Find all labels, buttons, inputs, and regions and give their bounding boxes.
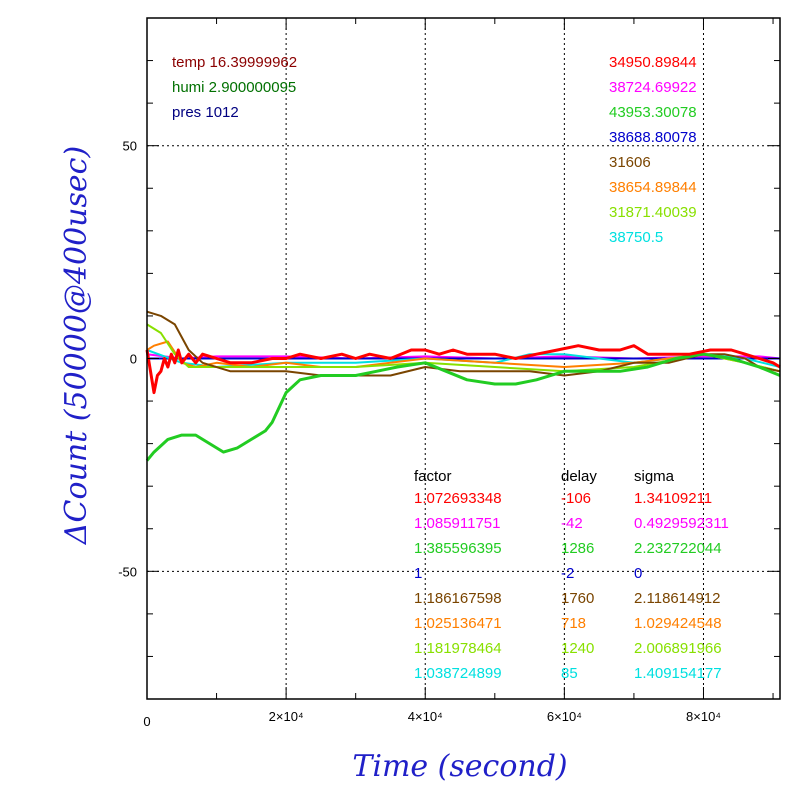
count-annotations: 34950.89844 38724.69922 43953.30078 38688.8…: [609, 54, 697, 246]
table-cell-delay: 1286: [561, 540, 594, 557]
table-cell-factor: 1.186167598: [414, 590, 502, 607]
count-annotation: 38654.89844: [609, 179, 697, 196]
fit-parameter-table: factor delay sigma 1.072693348 -106 1.3410921…: [414, 468, 729, 682]
table-header-delay: delay: [561, 468, 597, 485]
count-annotation: 38750.5: [609, 229, 663, 246]
x-tick-label: 6×10⁴: [547, 709, 582, 724]
table-cell-factor: 1.038724899: [414, 665, 502, 682]
count-annotation: 43953.30078: [609, 104, 697, 121]
axis-ticks: [147, 18, 780, 699]
table-cell-sigma: 1.409154177: [634, 665, 722, 682]
y-tick-labels: 50 0 -50: [118, 139, 137, 580]
table-cell-sigma: 1.34109211: [634, 490, 712, 507]
x-tick-label: 0: [143, 714, 150, 729]
count-annotation: 38724.69922: [609, 79, 697, 96]
env-annotation: pres 1012: [172, 104, 239, 121]
table-cell-factor: 1.025136471: [414, 615, 502, 632]
y-tick-label: 0: [130, 352, 137, 367]
x-tick-label: 4×10⁴: [408, 709, 443, 724]
table-cell-factor: 1: [414, 565, 422, 582]
table-cell-sigma: 0.4929592311: [634, 515, 729, 532]
count-annotation: 31871.40039: [609, 204, 697, 221]
x-tick-labels: 0 2×10⁴ 4×10⁴ 6×10⁴ 8×10⁴: [143, 709, 721, 729]
table-cell-sigma: 1.029424548: [634, 615, 722, 632]
table-header-factor: factor: [414, 468, 452, 485]
y-tick-label: 50: [123, 139, 137, 154]
table-header-sigma: sigma: [634, 468, 675, 485]
table-cell-sigma: 2.006891966: [634, 640, 722, 657]
x-tick-label: 8×10⁴: [686, 709, 721, 724]
table-cell-delay: 85: [561, 665, 578, 682]
table-cell-sigma: 2.232722044: [634, 540, 722, 557]
env-annotation: humi 2.900000095: [172, 79, 296, 96]
count-annotation: 38688.80078: [609, 129, 697, 146]
env-annotation: temp 16.39999962: [172, 54, 297, 71]
x-axis-title: Time (second): [352, 749, 567, 784]
count-annotation: 31606: [609, 154, 651, 171]
series-line: [145, 352, 781, 462]
table-cell-sigma: 0: [634, 565, 642, 582]
y-tick-label: -50: [118, 564, 137, 579]
table-cell-delay: -2: [561, 565, 574, 582]
table-cell-factor: 1.085911751: [414, 515, 500, 532]
table-cell-factor: 1.072693348: [414, 490, 502, 507]
environment-annotations: temp 16.39999962 humi 2.900000095 pres 101…: [172, 54, 297, 121]
table-cell-factor: 1.181978464: [414, 640, 502, 657]
x-tick-label: 2×10⁴: [269, 709, 304, 724]
series-line: [145, 344, 781, 395]
table-cell-delay: -106: [561, 490, 591, 507]
series-lines: [145, 310, 781, 462]
table-cell-sigma: 2.118614912: [634, 590, 720, 607]
table-cell-delay: -42: [561, 515, 583, 532]
table-cell-delay: 1760: [561, 590, 594, 607]
y-axis-title: ΔCount (50000@400usec): [59, 146, 94, 545]
table-cell-factor: 1.385596395: [414, 540, 502, 557]
plot-frame: [146, 17, 781, 700]
count-annotation: 34950.89844: [609, 54, 697, 71]
table-cell-delay: 1240: [561, 640, 594, 657]
table-cell-delay: 718: [561, 615, 586, 632]
